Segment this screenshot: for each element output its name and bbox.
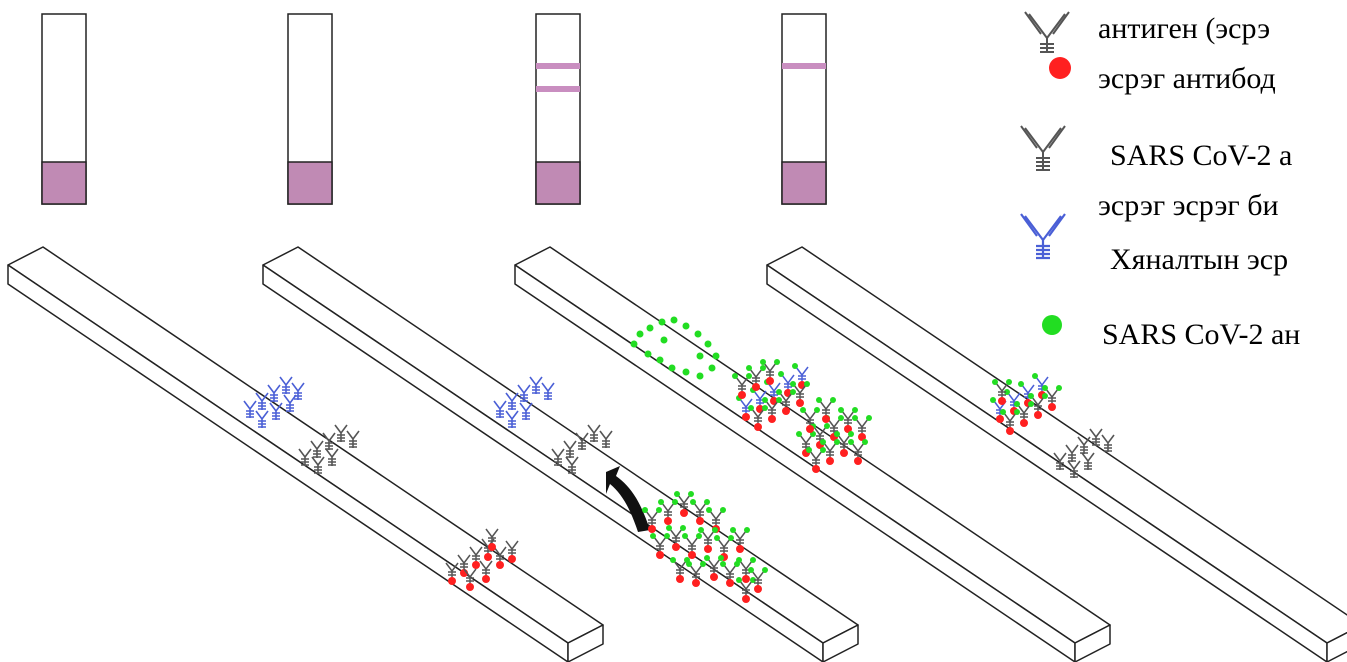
gray-antibody-icon (1020, 125, 1066, 171)
top-strip-2 (287, 13, 333, 205)
slab-4 (766, 246, 1347, 662)
legend-item-1-line-2: эсрэг антибод (1098, 62, 1276, 95)
control-line (536, 63, 580, 69)
legend-item-4-line-1: SARS CoV-2 ан (1102, 318, 1301, 351)
top-strip-1 (41, 13, 87, 205)
sample-pad (781, 161, 827, 205)
blue-antibody-icon (1020, 213, 1066, 260)
test-line (536, 86, 580, 92)
legend-item-2-line-1: SARS CoV-2 а (1110, 139, 1293, 172)
slab-3 (514, 246, 1111, 662)
sample-pad (41, 161, 87, 205)
legend-item-2-line-2: эсрэг эсрэг би (1098, 189, 1279, 222)
green-dot-icon (1042, 315, 1062, 335)
slab3-free-antigens (630, 316, 720, 380)
slab-1 (7, 246, 604, 662)
antibody-with-red-particle-icon (1024, 11, 1071, 79)
sample-pad (535, 161, 581, 205)
top-strip-4 (781, 13, 827, 205)
sample-pad (287, 161, 333, 205)
control-line (782, 63, 826, 69)
flow-arrow-icon (606, 466, 650, 532)
legend-item-1-line-1: антиген (эсрэ (1098, 12, 1271, 45)
legend-item-3-line-1: Хяналтын эср (1110, 243, 1289, 276)
top-strip-3 (535, 13, 581, 205)
